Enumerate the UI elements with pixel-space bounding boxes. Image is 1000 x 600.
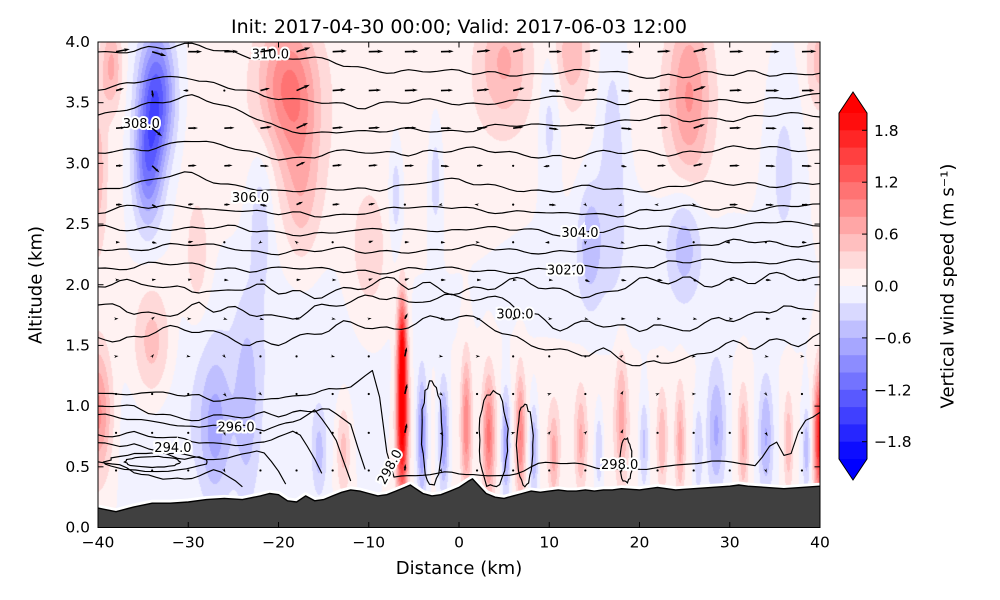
theta-contour-305 — [97, 203, 821, 218]
theta-contour-301 — [97, 271, 821, 300]
contour-label-298.0: 298.0 — [375, 447, 406, 487]
colorbar-label: Vertical wind speed (m s⁻¹) — [937, 163, 959, 409]
theta-contour-309 — [97, 75, 821, 110]
contour-label-296.0: 296.0 — [217, 420, 254, 435]
theta-contour-300 — [97, 293, 821, 333]
y-tick-label: 0.5 — [65, 458, 90, 476]
y-tick-label: 1.5 — [65, 336, 90, 354]
x-tick-label: 0 — [454, 534, 464, 552]
y-tick-label: 1.0 — [65, 397, 90, 415]
terrain — [97, 478, 821, 528]
colorbar-tick-label: 1.2 — [874, 174, 899, 192]
theta-contour-295 — [97, 430, 323, 474]
x-tick-label: −30 — [172, 534, 205, 552]
y-tick-label: 2.5 — [65, 215, 90, 233]
y-tick-label: 0.0 — [65, 519, 90, 537]
colorbar-tick-label: −0.6 — [874, 329, 912, 347]
x-tick-label: 20 — [630, 534, 650, 552]
colorbar-tick-label: 0.6 — [874, 226, 899, 244]
theta-contour-298 — [97, 369, 821, 478]
plot-title: Init: 2017-04-30 00:00; Valid: 2017-06-0… — [231, 16, 687, 38]
theta-contour-310 — [97, 42, 821, 79]
theta-contour-303 — [97, 238, 821, 256]
contour-label-302.0: 302.0 — [547, 264, 584, 279]
contour-label-300.0: 300.0 — [496, 307, 533, 322]
y-tick-label: 4.0 — [65, 33, 90, 51]
vertical-wind-speed-field — [98, 42, 820, 528]
theta-contour-307 — [97, 140, 821, 161]
x-axis-label: Distance (km) — [395, 558, 523, 579]
y-axis-label: Altitude (km) — [25, 225, 47, 345]
colorbar-tick-label: 1.8 — [874, 122, 899, 140]
contour-label-308.0: 308.0 — [123, 117, 160, 132]
axes: −40 −30 −20 −10 0 10 20 30 40 0.0 0.5 1.0 1.5 2.0 2.5 3… — [65, 33, 830, 552]
y-tick-label: 2.0 — [65, 276, 90, 294]
theta-contour-lines — [97, 42, 821, 488]
theta-contour-306 — [97, 171, 821, 193]
theta-contour-304 — [97, 220, 821, 237]
theta-contour-297 — [97, 404, 366, 470]
theta-contour-293 — [97, 461, 243, 488]
theta-contour-308 — [97, 94, 821, 135]
theta-contour-labels: 310.0308.0306.0304.0302.0300.0298.0296.0… — [121, 46, 641, 490]
contour-label-306.0: 306.0 — [232, 191, 269, 206]
x-tick-label: −10 — [352, 534, 385, 552]
y-tick-label: 3.0 — [65, 154, 90, 172]
x-tick-label: 40 — [810, 534, 830, 552]
colorbar-tick-label: −1.8 — [874, 433, 912, 451]
colorbar: 1.8 1.2 0.6 0.0 −0.6 −1.2 −1.8 — [838, 91, 912, 481]
theta-closed-contours — [102, 380, 633, 488]
theta-contour-294 — [97, 442, 287, 485]
theta-contour-299 — [97, 314, 821, 367]
colorbar-tick-label: −1.2 — [874, 381, 912, 399]
contour-label-298.0: 298.0 — [601, 458, 638, 473]
x-tick-label: −20 — [262, 534, 295, 552]
colorbar-tick-label: 0.0 — [874, 278, 899, 296]
contour-label-294.0: 294.0 — [154, 441, 191, 456]
y-tick-label: 3.5 — [65, 94, 90, 112]
theta-contour-296 — [97, 409, 352, 482]
x-tick-label: 30 — [720, 534, 740, 552]
x-tick-label: 10 — [539, 534, 559, 552]
contour-label-304.0: 304.0 — [561, 226, 598, 241]
wind-vectors — [113, 47, 817, 473]
theta-contour-302 — [97, 258, 820, 275]
x-tick-label: −40 — [82, 534, 115, 552]
